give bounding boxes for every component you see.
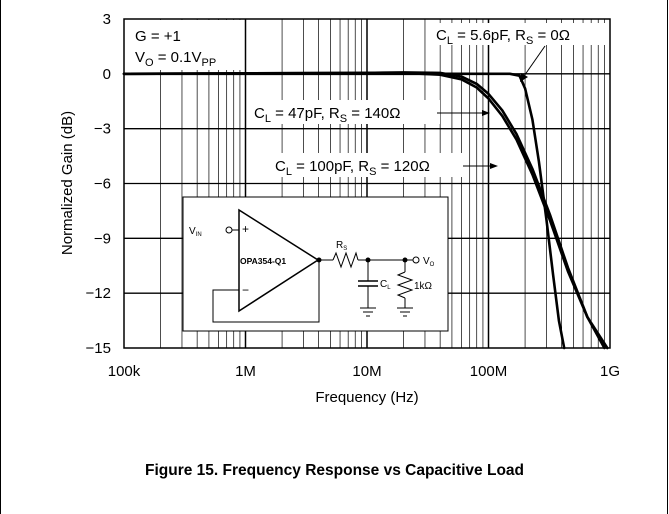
x-tick-label: 100k [108,363,141,380]
opamp-symbol [238,208,320,313]
series-line-1 [122,72,566,350]
condition-gain: G = +1 [135,28,181,45]
chart: 3 0 −3 −6 −9 −12 −15 100k 1M 10M 100M 1G Frequency… [59,11,620,406]
plot-frame [123,18,611,349]
x-tick-label: 10M [352,363,381,380]
condition-vout: VO = 0.1VPP [135,49,216,69]
resistor-rs [332,251,359,269]
schematic-inset: VIN + − OPA354-Q1 RS VO CL 1kΩ [182,196,449,332]
x-tick-label: 1M [235,363,256,380]
svg-text:CL: CL [380,279,391,291]
y-tick-labels: 3 0 −3 −6 −9 −12 −15 [86,11,111,357]
y-tick-label: −6 [94,176,111,193]
svg-text:CL = 100pF, RS = 120Ω: CL = 100pF, RS = 120Ω [275,158,430,178]
y-tick-label: 3 [103,11,111,28]
svg-text:1kΩ: 1kΩ [414,281,433,292]
schematic-vin-label: VIN [189,226,202,238]
svg-text:VO: VO [423,256,435,268]
svg-text:CL = 5.6pF, RS = 0Ω: CL = 5.6pF, RS = 0Ω [436,27,570,47]
figure-caption: Figure 15. Frequency Response vs Capacit… [144,462,525,479]
y-tick-label: −15 [86,340,111,357]
label-series-3: CL = 100pF, RS = 120Ω [270,153,498,178]
x-axis-title: Frequency (Hz) [315,389,418,406]
svg-text:CL = 47pF, RS = 140Ω: CL = 47pF, RS = 140Ω [254,105,400,125]
x-tick-labels: 100k 1M 10M 100M 1G [108,363,620,380]
y-axis-title: Normalized Gain (dB) [59,111,76,255]
svg-text:+: + [242,222,249,236]
y-tick-label: −3 [94,121,111,138]
series-lines [122,71,609,350]
y-tick-label: −9 [94,230,111,247]
label-series-1: CL = 5.6pF, RS = 0Ω [430,23,606,82]
opamp-label: OPA354-Q1 [240,256,286,266]
y-tick-label: 0 [103,66,111,83]
resistor-load [396,271,414,299]
x-tick-label: 1G [600,363,620,380]
svg-text:RS: RS [336,240,347,252]
conditions-box: G = +1 VO = 0.1VPP [126,20,243,70]
x-tick-label: 100M [470,363,508,380]
label-series-2: CL = 47pF, RS = 140Ω [250,100,490,125]
series-line-3 [122,71,609,350]
y-tick-label: −12 [86,285,111,302]
svg-text:−: − [242,283,249,297]
